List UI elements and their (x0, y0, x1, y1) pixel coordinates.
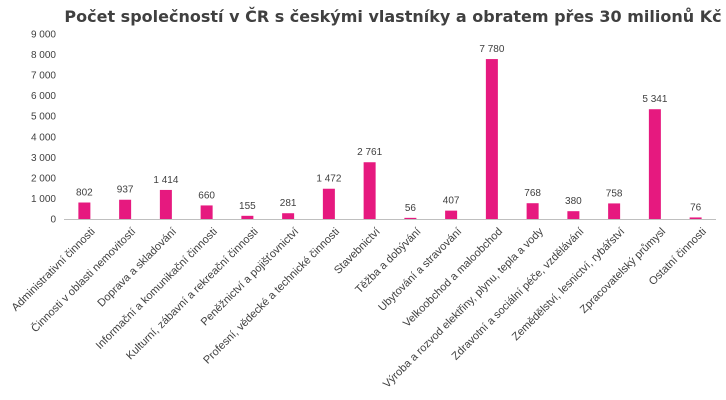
data-label: 2 761 (357, 147, 382, 158)
bar (363, 162, 376, 219)
y-axis: 0 1 000 2 000 3 000 4 000 5 000 6 000 7 000 8 00… (31, 30, 56, 226)
bar (485, 59, 498, 220)
y-tick-label: 8 000 (31, 50, 56, 61)
data-label: 407 (443, 196, 460, 207)
y-tick-label: 0 (50, 215, 56, 226)
data-label: 380 (565, 196, 582, 207)
x-tick-label: Doprava a skladování (95, 226, 179, 310)
x-tick-label: Administrativní činnosti (10, 226, 98, 314)
bar (119, 199, 132, 219)
y-tick-label: 2 000 (31, 173, 56, 184)
data-label: 1 414 (153, 175, 178, 186)
bar (322, 188, 335, 219)
data-label: 56 (405, 203, 417, 214)
y-tick-label: 1 000 (31, 194, 56, 205)
data-label: 1 472 (316, 174, 341, 185)
y-tick-label: 9 000 (31, 30, 56, 41)
bar (648, 109, 661, 219)
y-tick-label: 4 000 (31, 132, 56, 143)
bar (282, 213, 295, 219)
data-label: 5 341 (642, 94, 667, 105)
bar (241, 215, 254, 219)
bar (78, 202, 91, 219)
data-label: 7 780 (479, 44, 504, 55)
bar (404, 217, 417, 219)
x-tick-label: Ubytování a stravování (376, 226, 464, 314)
bar (567, 211, 580, 219)
y-tick-label: 5 000 (31, 112, 56, 123)
data-label: 660 (198, 190, 215, 201)
chart-title: Počet společností v ČR s českými vlastní… (64, 7, 721, 26)
bar (526, 203, 539, 219)
bar (200, 205, 213, 219)
data-label: 76 (690, 202, 702, 213)
y-tick-label: 7 000 (31, 71, 56, 82)
y-tick-label: 6 000 (31, 91, 56, 102)
data-labels: 802 937 1 414 660 155 281 1 472 2 761 56 407 7 780… (76, 44, 702, 214)
bars (78, 59, 702, 220)
data-label: 802 (76, 188, 93, 199)
data-label: 155 (239, 201, 256, 212)
bar (159, 189, 172, 219)
data-label: 768 (524, 188, 541, 199)
data-label: 758 (606, 188, 623, 199)
bar (689, 217, 702, 219)
data-label: 937 (117, 185, 134, 196)
data-label: 281 (280, 198, 297, 209)
y-tick-label: 3 000 (31, 153, 56, 164)
bar (445, 210, 458, 219)
bar (608, 203, 621, 219)
